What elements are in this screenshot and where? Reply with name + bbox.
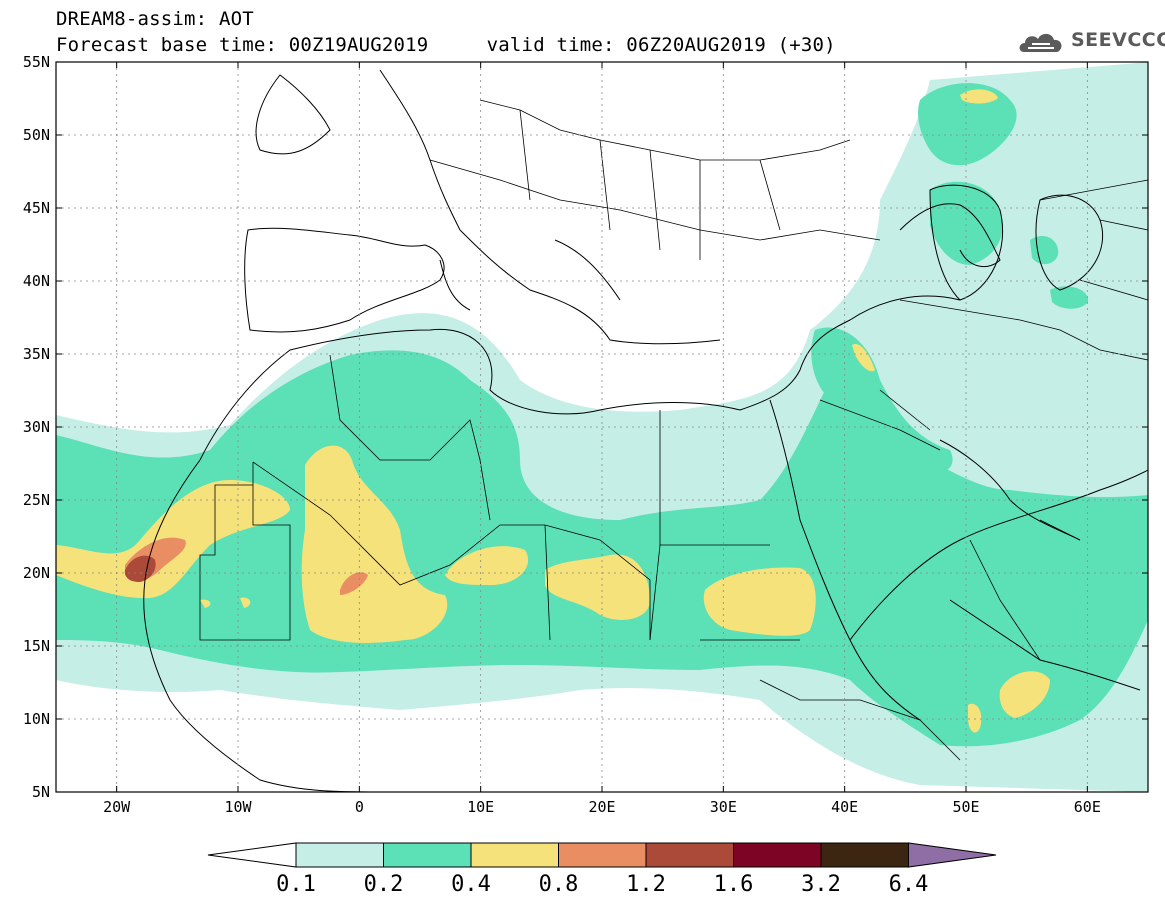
latitude-labels: 5N 10N 15N 20N 25N 30N 35N 40N 45N 50N 55N bbox=[23, 53, 50, 801]
colorbar-box bbox=[645, 842, 734, 868]
lat-tick-label: 30N bbox=[23, 418, 50, 436]
axis-ticks bbox=[56, 61, 1148, 793]
lon-tick-label: 30E bbox=[710, 798, 737, 816]
colorbar-label: 0.4 bbox=[451, 872, 491, 897]
colorbar bbox=[207, 842, 997, 868]
lon-tick-label: 60E bbox=[1074, 798, 1101, 816]
colorbar-box bbox=[820, 842, 909, 868]
lon-tick-label: 20W bbox=[103, 798, 131, 816]
lat-tick-label: 40N bbox=[23, 272, 50, 290]
lon-tick-label: 20E bbox=[588, 798, 615, 816]
colorbar-box bbox=[383, 842, 472, 868]
logo-text: SEEVCCC bbox=[1071, 29, 1165, 51]
lat-tick-label: 20N bbox=[23, 564, 50, 582]
lat-tick-label: 45N bbox=[23, 199, 50, 217]
colorbar-label: 0.8 bbox=[538, 872, 579, 897]
colorbar-box bbox=[733, 842, 822, 868]
country-borders bbox=[199, 99, 1148, 761]
lon-tick-label: 50E bbox=[952, 798, 979, 816]
colorbar-low-arrow bbox=[207, 842, 297, 868]
colorbar-label: 1.6 bbox=[713, 872, 754, 897]
lat-tick-label: 50N bbox=[23, 126, 50, 144]
map-title: DREAM8-assim: AOT bbox=[56, 8, 254, 30]
lon-tick-label: 10W bbox=[224, 798, 252, 816]
colorbar-label: 3.2 bbox=[801, 872, 841, 897]
lat-tick-label: 35N bbox=[23, 345, 50, 363]
lon-tick-label: 10E bbox=[467, 798, 494, 816]
lat-tick-label: 25N bbox=[23, 491, 50, 509]
colorbar-label: 0.2 bbox=[363, 872, 404, 897]
lat-tick-label: 15N bbox=[23, 637, 50, 655]
colorbar-box bbox=[558, 842, 647, 868]
colorbar-label: 0.1 bbox=[276, 872, 316, 897]
colorbar-box bbox=[295, 842, 384, 868]
lon-tick-label: 40E bbox=[831, 798, 858, 816]
lon-tick-label: 0 bbox=[355, 798, 364, 816]
cloud-icon bbox=[1019, 33, 1062, 52]
lat-tick-label: 10N bbox=[23, 710, 50, 728]
longitude-labels: 20W 10W 0 10E 20E 30E 40E 50E 60E bbox=[103, 798, 1101, 816]
colorbar-box bbox=[470, 842, 559, 868]
lat-tick-label: 5N bbox=[32, 783, 50, 801]
colorbar-high-arrow bbox=[908, 842, 997, 868]
forecast-time-line: Forecast base time: 00Z19AUG2019 valid t… bbox=[56, 34, 836, 56]
colorbar-label: 1.2 bbox=[626, 872, 666, 897]
lat-tick-label: 55N bbox=[23, 53, 50, 71]
colorbar-label: 6.4 bbox=[888, 872, 929, 897]
